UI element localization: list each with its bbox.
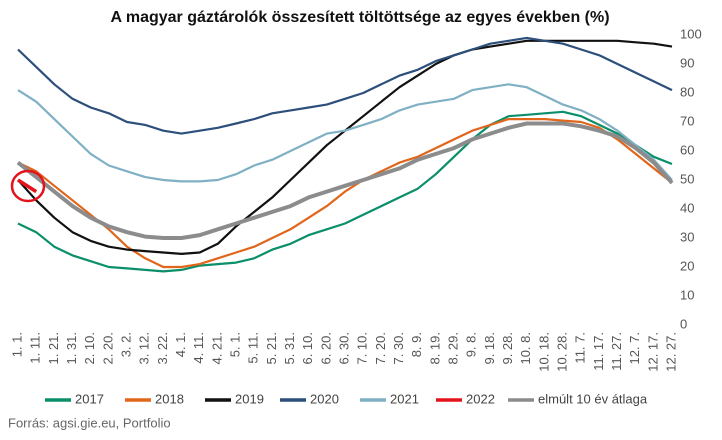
legend-label: 2019 bbox=[235, 391, 264, 406]
legend-label: 2022 bbox=[466, 391, 495, 406]
x-tick-label: 11. 7. bbox=[573, 332, 588, 364]
x-tick-label: 2. 20. bbox=[100, 332, 115, 365]
x-tick-label: 8. 19. bbox=[427, 332, 442, 365]
x-tick-label: 10. 18. bbox=[536, 332, 551, 372]
x-tick-label: 5. 1. bbox=[227, 332, 242, 357]
x-tick-label: 1. 1. bbox=[9, 332, 24, 357]
highlight-circle bbox=[10, 169, 46, 203]
y-tick-label: 90 bbox=[680, 55, 694, 70]
x-tick-label: 4. 11. bbox=[191, 332, 206, 364]
y-tick-label: 10 bbox=[680, 287, 694, 302]
y-tick-label: 70 bbox=[680, 113, 694, 128]
x-tick-label: 6. 10. bbox=[300, 332, 315, 365]
y-tick-label: 50 bbox=[680, 171, 694, 186]
y-tick-label: 30 bbox=[680, 229, 694, 244]
x-tick-label: 5. 21. bbox=[264, 332, 279, 365]
x-tick-label: 6. 20. bbox=[318, 332, 333, 365]
x-tick-label: 5. 31. bbox=[282, 332, 297, 365]
series-line bbox=[17, 36, 673, 135]
x-tick-label: 2. 10. bbox=[82, 332, 97, 365]
x-tick-label: 9. 28. bbox=[500, 332, 515, 365]
x-tick-label: 1. 11. bbox=[28, 332, 43, 364]
x-tick-label: 8. 9. bbox=[409, 332, 424, 357]
y-tick-label: 0 bbox=[680, 316, 687, 331]
series-line bbox=[16, 121, 674, 240]
x-tick-label: 10. 8. bbox=[518, 332, 533, 365]
legend-label: 2017 bbox=[75, 391, 104, 406]
x-tick-label: 11. 27. bbox=[609, 332, 624, 371]
x-tick-label: 4. 21. bbox=[209, 332, 224, 365]
x-tick-label: 8. 29. bbox=[445, 332, 460, 365]
legend-label: 2020 bbox=[310, 391, 339, 406]
y-tick-label: 60 bbox=[680, 142, 694, 157]
y-tick-label: 100 bbox=[680, 26, 702, 41]
series-line bbox=[17, 178, 38, 194]
legend-label: 2021 bbox=[390, 391, 419, 406]
x-tick-label: 5. 11. bbox=[246, 332, 261, 364]
x-tick-label: 7. 20. bbox=[373, 332, 388, 365]
series-line bbox=[17, 39, 673, 255]
x-tick-label: 9. 18. bbox=[482, 332, 497, 365]
x-tick-label: 7. 30. bbox=[391, 332, 406, 365]
x-tick-label: 6. 30. bbox=[336, 332, 351, 365]
x-tick-label: 12. 27. bbox=[663, 332, 678, 372]
x-tick-label: 3. 22. bbox=[155, 332, 170, 365]
series-line bbox=[17, 110, 673, 273]
source: Forrás: agsi.gie.eu, Portfolio bbox=[8, 415, 171, 430]
x-tick-label: 1. 21. bbox=[46, 332, 61, 365]
x-tick-label: 10. 28. bbox=[554, 332, 569, 372]
x-tick-label: 7. 10. bbox=[355, 332, 370, 365]
x-tick-label: 3. 12. bbox=[137, 332, 152, 365]
series-line bbox=[17, 83, 673, 183]
x-tick-label: 4. 1. bbox=[173, 332, 188, 357]
x-tick-label: 12. 17. bbox=[645, 332, 660, 372]
x-tick-label: 12. 7. bbox=[627, 332, 642, 365]
y-tick-label: 40 bbox=[680, 200, 694, 215]
legend-label: elmúlt 10 év átlaga bbox=[538, 391, 648, 406]
x-tick-label: 1. 31. bbox=[64, 332, 79, 365]
chart-title: A magyar gáztárolók összesített töltötts… bbox=[110, 9, 609, 26]
x-tick-label: 3. 2. bbox=[118, 332, 133, 357]
legend-label: 2018 bbox=[155, 391, 184, 406]
y-tick-label: 20 bbox=[680, 258, 694, 273]
y-tick-label: 80 bbox=[680, 84, 694, 99]
x-tick-label: 11. 17. bbox=[591, 332, 606, 371]
x-tick-label: 9. 8. bbox=[464, 332, 479, 357]
series-line bbox=[17, 118, 673, 269]
